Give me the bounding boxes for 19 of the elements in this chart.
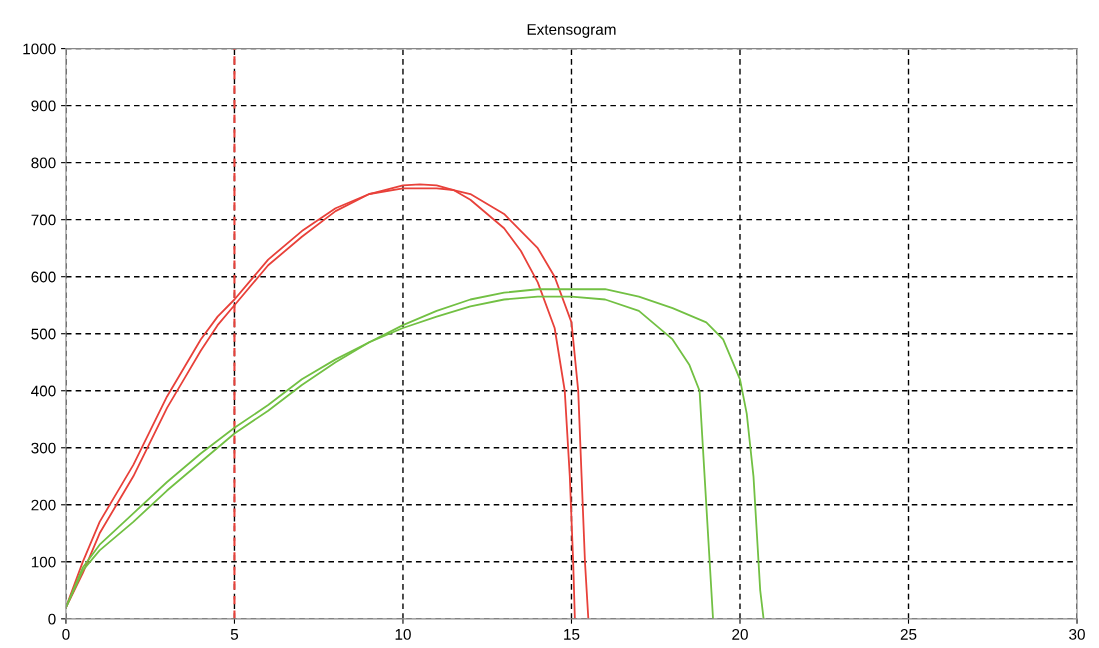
y-tick-label: 900 [31, 100, 56, 112]
x-tick-label: 25 [900, 628, 917, 640]
chart-title: Extensogram [527, 24, 616, 38]
y-tick-label: 300 [31, 442, 56, 454]
x-tick-label: 15 [564, 629, 580, 640]
y-tick-label: 200 [31, 499, 56, 511]
x-tick-label: 5 [230, 629, 239, 640]
x-tick-label: 0 [62, 628, 70, 640]
x-tick-label: 20 [732, 628, 748, 640]
y-tick-label: 800 [31, 157, 56, 169]
y-tick-label: 700 [31, 214, 56, 226]
y-tick-label: 600 [31, 271, 56, 283]
x-tick-label: 30 [1069, 628, 1085, 640]
y-tick-label: 500 [31, 328, 56, 340]
y-tick-label: 400 [31, 385, 56, 397]
y-tick-label: 100 [31, 556, 56, 568]
y-tick-label: 0 [48, 613, 56, 625]
y-tick-label: 1000 [23, 43, 56, 55]
x-tick-label: 10 [395, 628, 411, 640]
